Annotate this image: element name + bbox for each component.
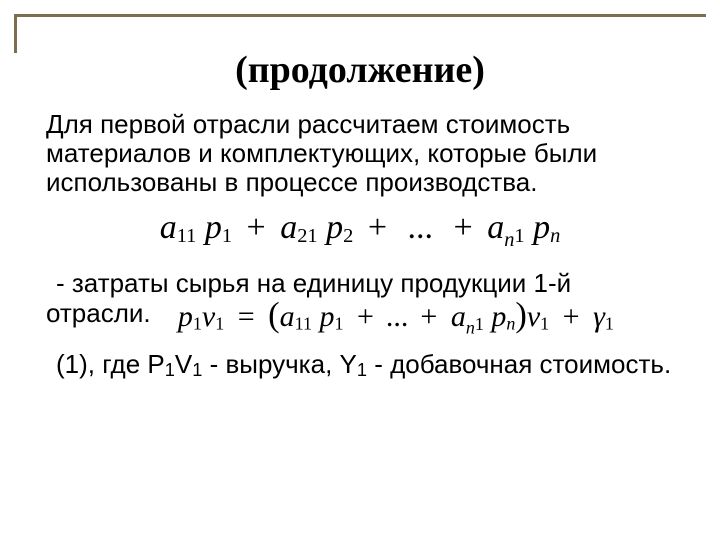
eq2-v1b: v1 xyxy=(527,300,549,333)
rparen-icon: ) xyxy=(515,296,527,334)
paragraph-1: Для первой отрасли рассчитаем стоимость … xyxy=(46,110,674,197)
equals-icon: = xyxy=(232,300,261,333)
equation-1: a11 p1 + a21 p2 + ... + an1 pn xyxy=(46,211,674,251)
equation-2: p1v1 = (a11 p1 +...+ an1 pn)v1 + γ1 xyxy=(168,298,614,336)
paragraph-3: (1), где P1V1 - выручка, Y1 - добавочная… xyxy=(46,350,674,380)
p3-part-a: (1), где P xyxy=(56,349,165,379)
body: Для первой отрасли рассчитаем стоимость … xyxy=(46,110,674,395)
plus-icon: + xyxy=(557,300,586,333)
eq1-an1: an1 xyxy=(487,209,524,246)
paragraph-2: - затраты сырья на единицу продукции 1-й… xyxy=(46,269,674,336)
lparen-icon: ( xyxy=(268,296,280,334)
p3-sub-1: 1 xyxy=(165,360,175,380)
plus-icon: + xyxy=(351,300,380,333)
plus-icon: + xyxy=(414,300,443,333)
plus-icon: + xyxy=(362,209,393,246)
eq1-p1: p1 xyxy=(205,209,232,246)
eq2-gamma1: γ1 xyxy=(593,300,614,333)
p3-sub-3: 1 xyxy=(357,360,367,380)
eq2-v1: v1 xyxy=(202,300,224,333)
dots-icon: ... xyxy=(402,209,440,246)
eq1-pn: pn xyxy=(533,209,560,246)
p3-part-d: - добавочная стоимость. xyxy=(367,349,671,379)
eq2-an1: an1 xyxy=(451,300,484,333)
dots-icon: ... xyxy=(380,300,415,333)
eq2-p1b: p1 xyxy=(319,300,343,333)
top-rule xyxy=(126,14,706,17)
p3-sub-2: 1 xyxy=(192,360,202,380)
p3-part-c: - выручка, Y xyxy=(202,349,357,379)
plus-icon: + xyxy=(448,209,479,246)
p3-part-b: V xyxy=(175,349,192,379)
plus-icon: + xyxy=(241,209,272,246)
slide: (продолжение) Для первой отрасли рассчит… xyxy=(0,0,720,540)
eq2-pn: pn xyxy=(491,300,515,333)
eq1-a21: a21 xyxy=(280,209,317,246)
eq2-a11: a11 xyxy=(280,300,312,333)
slide-title: (продолжение) xyxy=(0,48,720,92)
eq2-p1: p1 xyxy=(178,300,202,333)
eq1-a11: a11 xyxy=(160,209,197,246)
eq1-p2: p2 xyxy=(326,209,353,246)
